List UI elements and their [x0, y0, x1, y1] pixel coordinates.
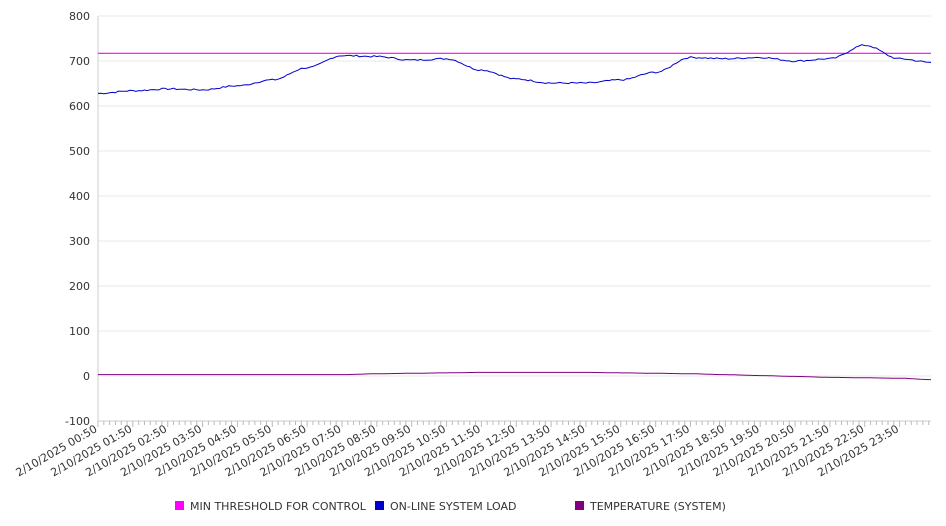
legend-label: TEMPERATURE (SYSTEM)	[589, 500, 726, 513]
legend-label: ON-LINE SYSTEM LOAD	[390, 500, 516, 513]
y-tick-label: 700	[69, 55, 90, 68]
legend: MIN THRESHOLD FOR CONTROL ON-LINE SYSTEM …	[175, 500, 726, 513]
grid	[98, 15, 931, 422]
y-tick-label: -100	[65, 415, 90, 428]
y-tick-label: 0	[83, 370, 90, 383]
series-line-2	[97, 44, 932, 95]
y-tick-label: 100	[69, 325, 90, 338]
y-tick-label: 500	[69, 145, 90, 158]
y-tick-label: 400	[69, 190, 90, 203]
y-tick-label: 300	[69, 235, 90, 248]
legend-swatch	[575, 501, 584, 510]
y-axis: 800 700 600 500 400 300 200 100 0 -100	[65, 10, 99, 428]
y-tick-label: 800	[69, 10, 90, 23]
y-tick-label: 600	[69, 100, 90, 113]
legend-swatch	[175, 501, 184, 510]
legend-label: MIN THRESHOLD FOR CONTROL	[190, 500, 367, 513]
series-lines	[97, 44, 932, 381]
x-axis: 2/10/2025 00:502/10/2025 01:502/10/2025 …	[14, 420, 931, 479]
y-tick-label: 200	[69, 280, 90, 293]
series-line-3	[98, 371, 931, 381]
legend-swatch	[375, 501, 384, 510]
